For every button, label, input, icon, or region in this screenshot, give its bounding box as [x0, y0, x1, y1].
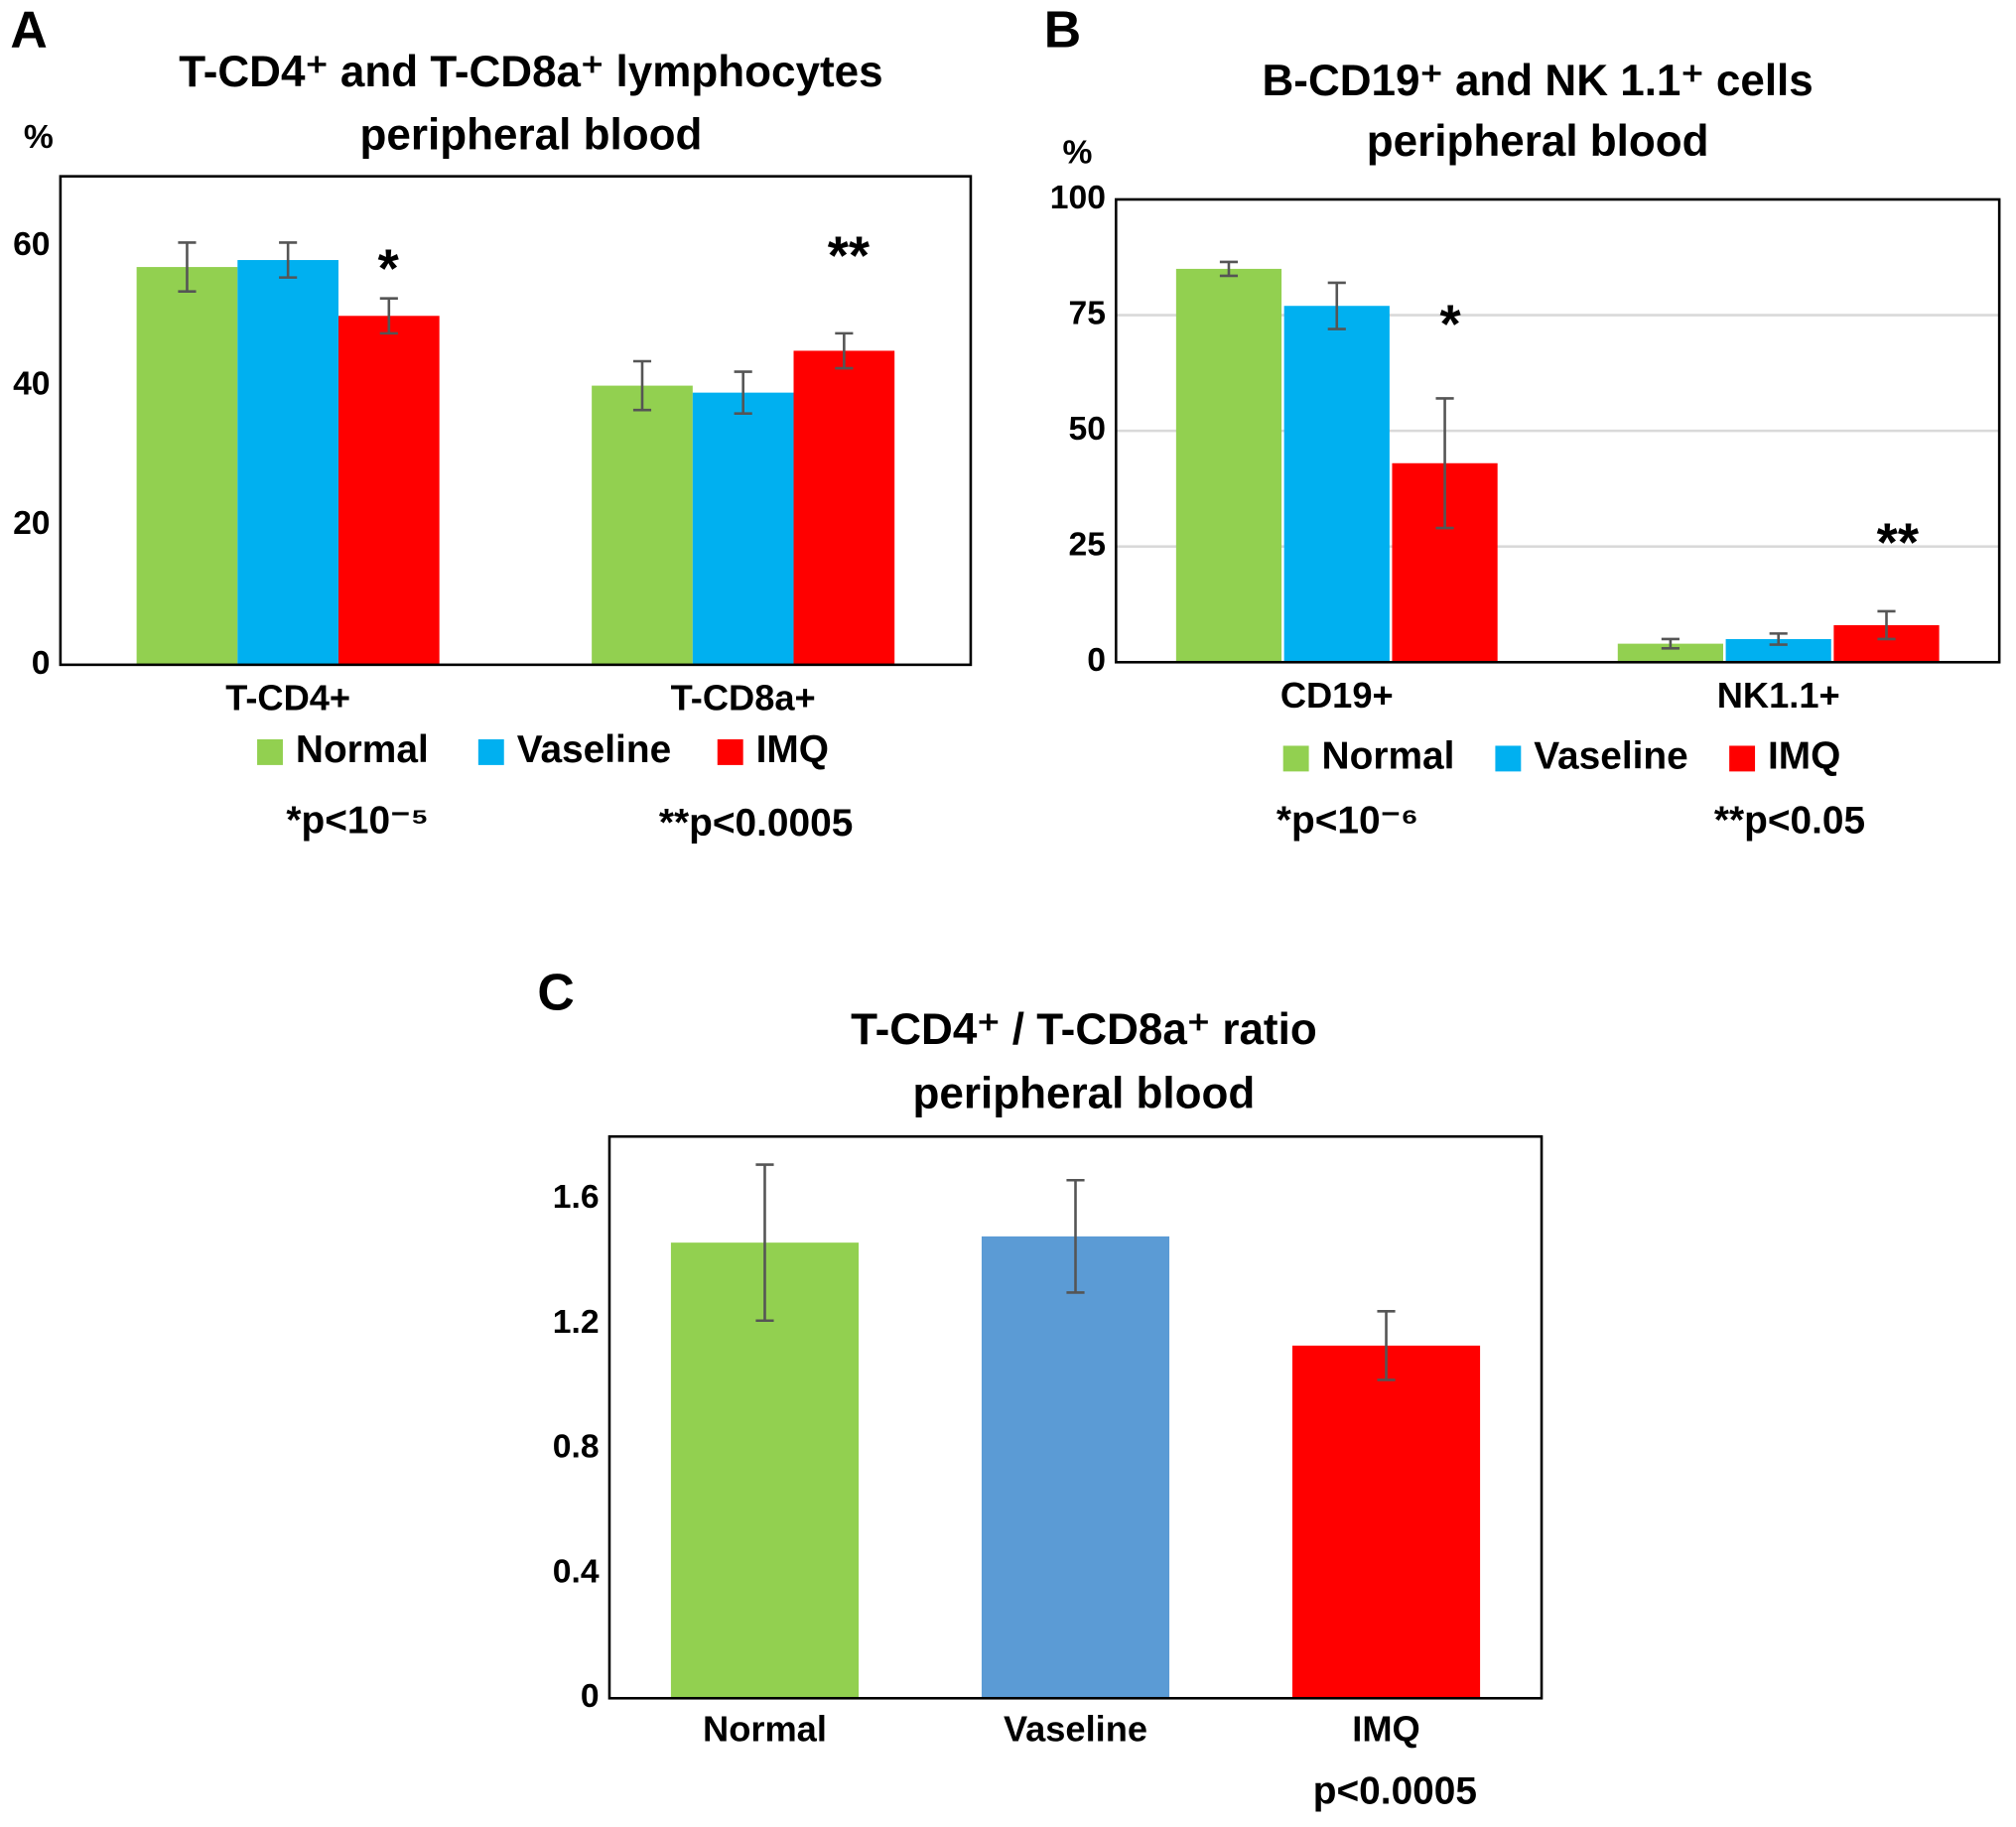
y-tick-label: 75 [1069, 295, 1106, 331]
y-axis-label: % [24, 119, 54, 156]
chart-title: peripheral blood [360, 110, 703, 159]
x-tick-label: T-CD8a+ [671, 678, 816, 718]
legend-swatch [1282, 745, 1309, 772]
chart-title: T-CD4⁺ / T-CD8a⁺ ratio [851, 1005, 1317, 1054]
legend-swatch [717, 738, 743, 765]
bar [136, 267, 238, 665]
x-tick-label: Normal [703, 1709, 827, 1750]
bar [1175, 268, 1282, 663]
y-tick-label: 100 [1050, 180, 1106, 216]
p-value-note: *p<10⁻⁶ [1277, 799, 1418, 842]
p-value-note: *p<10⁻⁵ [286, 799, 428, 842]
chart-title: peripheral blood [913, 1070, 1256, 1118]
chart-title: peripheral blood [1367, 117, 1709, 166]
legend-swatch [477, 738, 504, 765]
bar [981, 1236, 1170, 1699]
bar [237, 260, 338, 665]
y-tick-label: 20 [13, 505, 50, 542]
y-tick-label: 0.8 [553, 1429, 600, 1466]
bar [1283, 306, 1390, 663]
y-tick-label: 25 [1069, 527, 1106, 564]
panel-label: B [1044, 1, 1081, 59]
bar [793, 350, 895, 665]
y-tick-label: 0 [32, 645, 51, 682]
y-tick-label: 60 [13, 226, 50, 263]
p-value-note: **p<0.0005 [659, 802, 853, 845]
y-tick-label: 0.4 [553, 1553, 600, 1590]
y-tick-label: 1.2 [553, 1304, 600, 1341]
bar [592, 385, 693, 665]
legend-label: IMQ [756, 728, 829, 771]
legend-label: IMQ [1768, 735, 1840, 778]
legend-label: Vaseline [1534, 735, 1688, 778]
y-axis-label: % [1062, 135, 1092, 172]
bar [692, 392, 794, 665]
p-value-note: p<0.0005 [1313, 1769, 1477, 1812]
x-tick-label: NK1.1+ [1717, 675, 1840, 716]
bar [1291, 1345, 1481, 1699]
x-tick-label: Vaseline [1004, 1709, 1147, 1750]
plot-frame [1115, 197, 2001, 664]
panel-label: A [10, 1, 47, 59]
y-tick-label: 1.6 [553, 1179, 600, 1216]
chart-title: B-CD19⁺ and NK 1.1⁺ cells [1263, 57, 1814, 105]
plot-frame [59, 175, 973, 667]
significance-marker: ** [1877, 512, 1920, 573]
significance-marker: * [378, 238, 400, 299]
significance-marker: * [1439, 294, 1461, 354]
y-tick-label: 0 [1087, 642, 1106, 679]
x-tick-label: CD19+ [1280, 675, 1394, 716]
x-tick-label: IMQ [1352, 1709, 1419, 1750]
legend-swatch [257, 738, 283, 765]
bar [1725, 638, 1831, 663]
chart-title: T-CD4⁺ and T-CD8a⁺ lymphocytes [179, 48, 882, 96]
legend-label: Vaseline [517, 728, 672, 771]
legend-label: Normal [1322, 735, 1455, 778]
p-value-note: **p<0.05 [1714, 799, 1865, 842]
legend-swatch [1495, 745, 1522, 772]
bar [337, 316, 440, 665]
y-tick-label: 40 [13, 365, 50, 402]
significance-marker: ** [828, 225, 871, 286]
plot-frame [607, 1134, 1544, 1700]
x-tick-label: T-CD4+ [225, 678, 350, 718]
bar [1617, 643, 1723, 663]
legend-label: Normal [296, 728, 429, 771]
panel-label: C [537, 964, 574, 1021]
y-tick-label: 50 [1069, 411, 1106, 448]
legend-swatch [1729, 745, 1756, 772]
y-tick-label: 0 [581, 1678, 600, 1715]
